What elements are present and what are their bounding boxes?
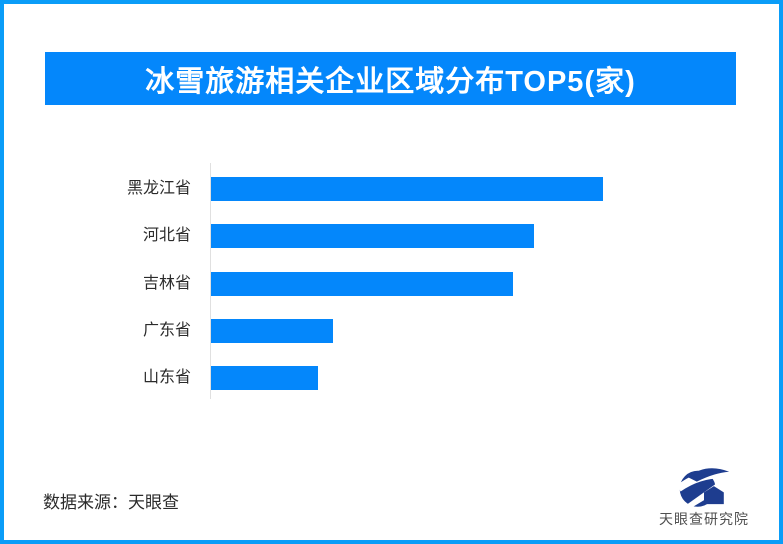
bar xyxy=(211,318,333,343)
chart-row: 河北省 xyxy=(4,224,779,249)
category-label: 吉林省 xyxy=(142,274,191,292)
chart-title: 冰雪旅游相关企业区域分布TOP5(家) xyxy=(145,65,636,98)
chart-title-banner: 冰雪旅游相关企业区域分布TOP5(家) xyxy=(45,52,736,105)
bar xyxy=(211,224,534,249)
publisher-logo-text: 天眼查研究院 xyxy=(659,511,749,527)
category-label: 黑龙江省 xyxy=(126,180,191,197)
bar xyxy=(211,271,513,296)
tianyancha-eye-icon xyxy=(677,468,731,508)
bar xyxy=(211,366,318,390)
category-label: 河北省 xyxy=(142,227,191,245)
chart-row: 山东省 xyxy=(4,366,779,390)
category-label: 广东省 xyxy=(142,321,191,339)
bar xyxy=(211,177,603,201)
data-source-text: 数据来源：天眼查 xyxy=(43,493,179,512)
chart-row: 广东省 xyxy=(4,318,779,343)
chart-row: 吉林省 xyxy=(4,271,779,296)
chart-row: 黑龙江省 xyxy=(4,177,779,201)
category-label: 山东省 xyxy=(142,369,191,386)
y-axis-line xyxy=(210,163,211,399)
publisher-logo: 天眼查研究院 xyxy=(654,466,754,529)
